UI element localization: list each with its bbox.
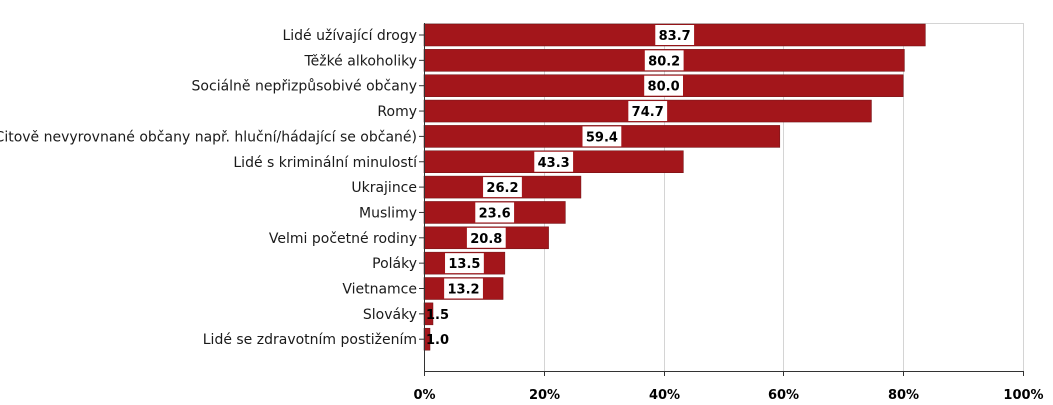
- data-label: 13.5: [445, 253, 484, 274]
- data-label-text: 26.2: [486, 181, 518, 196]
- category-label: Lidé s kriminální minulostí: [233, 155, 418, 171]
- data-label: 1.5: [426, 308, 449, 323]
- data-label: 1.0: [426, 333, 449, 348]
- data-label-text: 13.5: [448, 257, 480, 272]
- data-label-text: 80.0: [648, 80, 680, 95]
- category-label: Muslimy: [359, 205, 417, 221]
- x-tick-label: 40%: [649, 388, 680, 403]
- data-label-text: 59.4: [586, 130, 618, 145]
- data-label-text: 83.7: [659, 29, 691, 44]
- category-label: Vietnamce: [342, 282, 417, 298]
- category-label: Romy: [377, 104, 417, 120]
- data-label: 13.2: [444, 278, 483, 299]
- category-label: Lidé se zdravotním postižením: [203, 332, 417, 348]
- x-tick-label: 0%: [413, 388, 435, 403]
- data-label: 59.4: [582, 126, 622, 147]
- category-label: Poláky: [372, 256, 417, 272]
- data-label: 80.2: [644, 50, 684, 71]
- data-label: 80.0: [644, 75, 683, 96]
- category-label: Citově nevyrovnané občany např. hluční/h…: [0, 129, 417, 145]
- data-label: 83.7: [655, 25, 695, 45]
- data-label: 26.2: [483, 177, 522, 198]
- data-label: 23.6: [475, 202, 515, 223]
- data-label-text: 1.0: [426, 333, 449, 348]
- data-label-text: 20.8: [470, 232, 502, 247]
- category-label: Lidé užívající drogy: [282, 28, 417, 44]
- data-label: 74.7: [628, 101, 668, 122]
- x-tick-labels: 0% 20% 40% 60% 80% 100%: [413, 388, 1043, 403]
- x-tick-label: 60%: [768, 388, 799, 403]
- category-labels: Lidé užívající drogy Těžké alkoholiky Soci…: [0, 28, 418, 348]
- value-labels: 83.7 80.2 80.0 74.7 59.4 43.3 26.2 23.6 20.8 13.5…: [426, 25, 695, 348]
- data-label-text: 13.2: [447, 283, 479, 298]
- x-tick-label: 80%: [888, 388, 919, 403]
- x-tick-label: 20%: [529, 388, 560, 403]
- data-label-text: 23.6: [479, 206, 511, 221]
- data-label-text: 74.7: [632, 105, 664, 120]
- data-label-text: 80.2: [648, 54, 680, 69]
- data-label: 43.3: [534, 151, 574, 172]
- axes: [419, 23, 1024, 376]
- category-label: Slováky: [363, 307, 417, 323]
- category-label: Velmi početné rodiny: [269, 231, 417, 247]
- category-label: Sociálně nepřizpůsobivé občany: [192, 79, 417, 95]
- data-label-text: 43.3: [538, 156, 570, 171]
- category-label: Těžké alkoholiky: [303, 53, 417, 69]
- category-label: Ukrajince: [351, 180, 417, 196]
- x-tick-label: 100%: [1003, 388, 1043, 403]
- data-label: 20.8: [466, 227, 506, 248]
- data-label-text: 1.5: [426, 308, 449, 323]
